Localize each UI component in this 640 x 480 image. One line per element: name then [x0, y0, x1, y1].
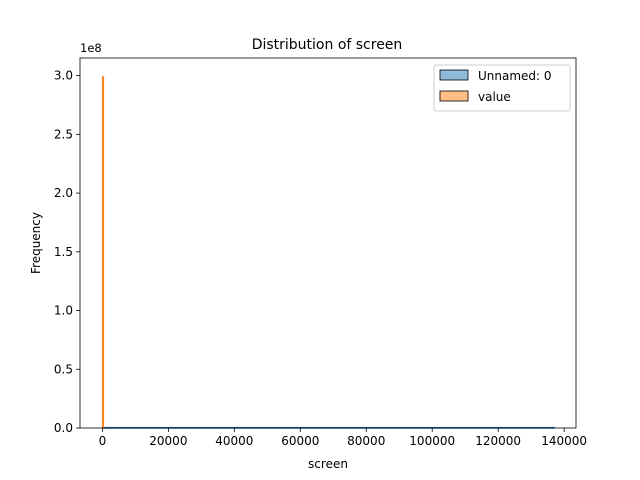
- legend-swatch-unnamed-0: [439, 69, 469, 81]
- y-tick-label-0: 0.0: [54, 421, 73, 435]
- legend-swatch-value: [439, 90, 469, 102]
- x-tick-label-5: 100000: [409, 434, 455, 448]
- y-tick-label-2: 1.0: [54, 304, 73, 318]
- plot-area: [79, 57, 577, 429]
- legend: Unnamed: 0 value: [433, 64, 571, 112]
- x-tick-label-0: 0: [99, 434, 107, 448]
- x-tick-label-2: 40000: [215, 434, 253, 448]
- axes-frame: [79, 57, 577, 429]
- y-axis-offset-label: 1e8: [80, 41, 102, 55]
- chart-title: Distribution of screen: [252, 37, 403, 53]
- y-tick-label-1: 0.5: [54, 362, 73, 376]
- bar-value-0: [101, 76, 105, 429]
- y-tick-label-3: 1.5: [54, 245, 73, 259]
- x-tick-label-1: 20000: [149, 434, 187, 448]
- x-tick-label-6: 120000: [475, 434, 521, 448]
- x-tick-label-7: 140000: [541, 434, 587, 448]
- legend-label-unnamed-0: Unnamed: 0: [478, 69, 552, 83]
- x-tick-label-4: 80000: [347, 434, 385, 448]
- y-axis-label: Frequency: [29, 212, 43, 274]
- y-tick-label-6: 3.0: [54, 69, 73, 83]
- y-axis-ticks: 0.0 0.5 1.0 1.5 2.0 2.5 3.0: [54, 69, 80, 435]
- y-tick-label-5: 2.5: [54, 127, 73, 141]
- x-axis-ticks: 0 20000 40000 60000 80000 100000 120000 140000: [99, 428, 587, 448]
- y-tick-label-4: 2.0: [54, 186, 73, 200]
- x-tick-label-3: 60000: [281, 434, 319, 448]
- x-axis-label: screen: [308, 457, 348, 471]
- legend-label-value: value: [478, 90, 511, 104]
